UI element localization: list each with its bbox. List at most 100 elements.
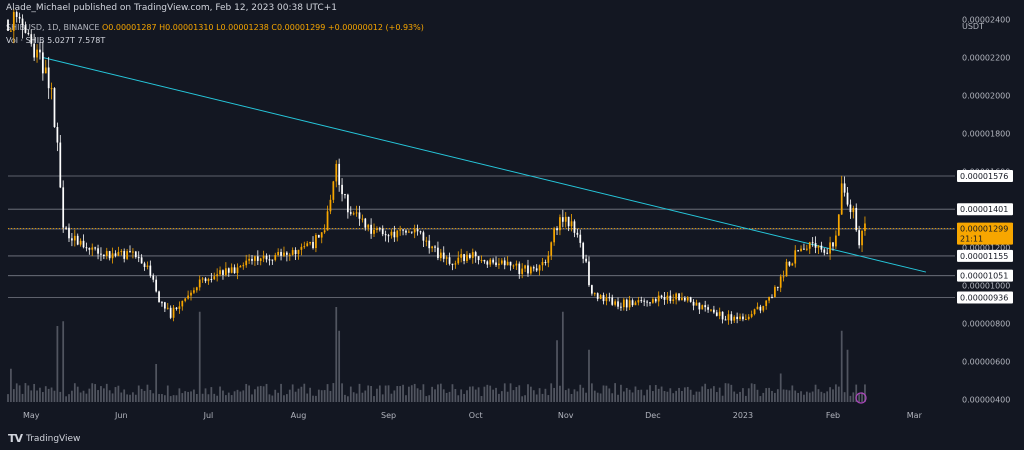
candle-body: [683, 297, 686, 301]
volume-bar: [835, 384, 837, 402]
candle-body: [190, 292, 192, 296]
y-tick-label: 0.00002000: [962, 91, 1010, 100]
volume-bar: [506, 391, 509, 402]
volume-bar: [341, 383, 343, 402]
price-chart[interactable]: 0.00002400 0.00002200 0.00002000 0.00001800…: [0, 0, 1024, 430]
price-tag-label: 0.00001155: [960, 252, 1008, 261]
symbol-label[interactable]: SHIBUSD, 1D, BINANCE: [6, 23, 100, 32]
candle-body: [94, 247, 97, 249]
candle-body: [344, 194, 346, 196]
candle-body: [498, 263, 500, 266]
candle-body: [300, 246, 303, 250]
volume-bar: [390, 393, 393, 402]
candle-body: [861, 230, 863, 246]
candle-body: [628, 300, 631, 308]
candle-body: [309, 241, 311, 244]
tradingview-brand[interactable]: TradingView: [26, 433, 81, 444]
candle-body: [251, 258, 253, 261]
candle-body: [852, 207, 855, 213]
change-value: +0.00000012 (+0.93%): [327, 23, 424, 32]
volume-bar: [300, 386, 303, 402]
candle-body: [297, 249, 300, 255]
volume-bar: [698, 391, 701, 402]
volume-bar: [460, 389, 463, 402]
candle-body: [155, 279, 158, 292]
current-price-label: 0.00001299: [960, 225, 1008, 234]
volume-bar: [222, 390, 224, 402]
volume-bar: [480, 396, 483, 402]
volume-bar: [178, 388, 181, 402]
candle-body: [65, 227, 67, 229]
x-tick-label: Oct: [469, 411, 483, 420]
candle-body: [85, 247, 88, 249]
candle-body: [791, 263, 794, 266]
candle-body: [265, 255, 268, 260]
candle-body: [864, 223, 866, 231]
candle-body: [71, 238, 73, 241]
volume-bar: [707, 389, 709, 402]
volume-bar: [486, 384, 489, 402]
volume-bar: [120, 392, 123, 402]
candle-body: [50, 88, 53, 90]
y-tick-label: 0.00001200: [962, 243, 1010, 252]
candle-body: [570, 221, 573, 227]
volume-bar: [631, 392, 634, 402]
volume-bar: [158, 393, 160, 402]
candle-body: [47, 67, 50, 89]
volume-bar: [451, 384, 454, 402]
candle-body: [713, 309, 715, 313]
price-tag-label: 0.00001051: [960, 272, 1008, 281]
price-tag-label: 0.00000936: [960, 294, 1008, 303]
volume-bar: [15, 383, 18, 402]
volume-label[interactable]: Vol · SHIB: [6, 36, 45, 45]
x-tick-label: Feb: [826, 411, 840, 420]
volume-bar: [713, 386, 715, 402]
trend-line[interactable]: [42, 56, 927, 273]
candle-body: [396, 230, 399, 238]
candle-body: [588, 261, 590, 286]
volume-bar: [530, 386, 532, 402]
candle-body: [373, 229, 375, 234]
volume-bar: [591, 383, 593, 402]
lightning-icon[interactable]: [855, 392, 867, 404]
volume-bar: [370, 385, 372, 402]
candle-body: [652, 299, 654, 303]
tradingview-logo-icon[interactable]: TV: [8, 432, 23, 445]
candle-body: [620, 306, 622, 308]
volume-bar: [794, 390, 797, 402]
footer: TV TradingView: [8, 432, 80, 445]
volume-bar: [469, 386, 471, 402]
volume-bar: [140, 388, 143, 402]
volume-bar: [224, 395, 227, 402]
volume-bar: [152, 393, 155, 402]
candle-body: [161, 302, 163, 304]
candle-body: [800, 248, 802, 252]
volume-bar: [509, 383, 512, 402]
candle-body: [408, 231, 410, 233]
price-tag-box: [957, 249, 1013, 262]
volume-bar: [187, 391, 189, 402]
volume-bar: [599, 393, 602, 402]
candle-body: [750, 314, 753, 317]
volume-bar: [550, 383, 553, 402]
volume-bar: [439, 383, 442, 402]
volume-bar: [332, 383, 335, 402]
candle-body: [294, 250, 297, 255]
x-tick-label: 2023: [733, 411, 753, 420]
volume-bar: [201, 393, 204, 402]
candle-body: [306, 243, 309, 247]
candle-body: [820, 245, 823, 250]
candle-body: [817, 245, 820, 248]
candle-body: [102, 254, 105, 257]
volume-bar: [280, 383, 282, 402]
volume-bar: [701, 386, 704, 402]
volume-bar: [538, 388, 541, 402]
candle-body: [224, 268, 227, 275]
volume-bar: [126, 394, 128, 402]
candle-body: [262, 255, 265, 259]
volume-bar: [349, 386, 352, 402]
volume-bar: [553, 387, 555, 402]
candle-body: [567, 216, 570, 227]
candle-body: [512, 265, 515, 267]
volume-bar: [213, 393, 216, 402]
